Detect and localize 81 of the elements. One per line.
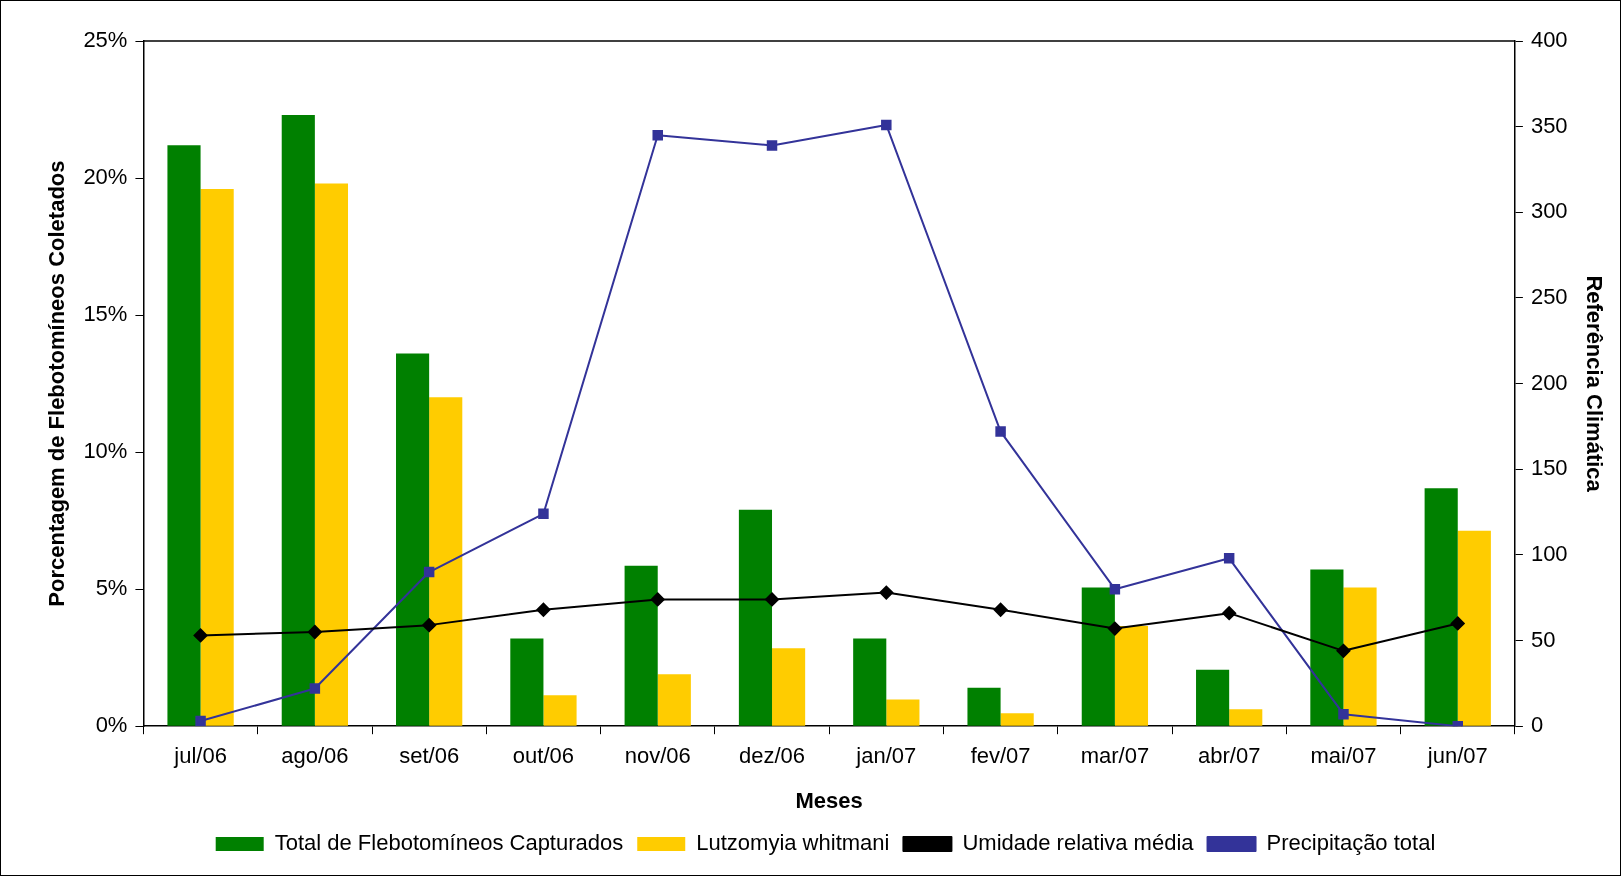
x-tick-label: set/06 [399, 743, 460, 769]
point [766, 140, 778, 151]
y2-tick-label: 350 [1530, 112, 1568, 138]
point [1450, 616, 1465, 631]
y-tick-label: 15% [83, 301, 128, 327]
bar [738, 509, 773, 726]
y-tick-label: 25% [83, 27, 128, 53]
x-tick-label: jan/07 [855, 743, 917, 769]
legend-label: Lutzomyia whitmani [696, 830, 890, 856]
point [995, 426, 1006, 437]
bar [1229, 709, 1263, 726]
y-tick-label: 10% [83, 438, 128, 464]
point [309, 683, 321, 694]
x-tick-label: nov/06 [624, 743, 691, 769]
point [1222, 606, 1237, 621]
x-tick-label: jul/06 [173, 743, 227, 769]
legend-label: Umidade relativa média [962, 830, 1195, 856]
y2-tick-label: 250 [1530, 284, 1568, 310]
x-tick-label: ago/06 [281, 743, 349, 769]
x-tick-label: dez/06 [738, 743, 806, 769]
x-tick-label: fev/07 [970, 743, 1031, 769]
bar [1000, 713, 1034, 726]
y2-tick-label: 150 [1530, 455, 1568, 481]
x-tick-label: mai/07 [1310, 743, 1377, 769]
point [881, 119, 892, 131]
point [193, 628, 208, 643]
point [765, 592, 780, 607]
bar [967, 687, 1001, 726]
bar [1457, 530, 1491, 726]
point [538, 508, 549, 520]
bar [200, 189, 234, 726]
y2-tick-label: 50 [1530, 626, 1556, 652]
point [879, 585, 894, 600]
bar [281, 115, 315, 726]
bar [510, 638, 544, 726]
y2-axis-title: Referência Climática [1581, 275, 1607, 493]
bar [657, 674, 691, 726]
x-tick-label: out/06 [512, 743, 575, 769]
point [1338, 708, 1349, 720]
point [652, 129, 663, 141]
y2-tick-label: 300 [1530, 198, 1568, 224]
x-tick-label: abr/07 [1197, 743, 1261, 769]
bar [1081, 587, 1115, 726]
point [536, 602, 551, 617]
point [993, 602, 1008, 617]
bar [1114, 625, 1149, 726]
y2-tick-label: 100 [1530, 540, 1568, 566]
legend-label: Precipitação total [1266, 830, 1436, 856]
y2-tick-label: 400 [1530, 27, 1568, 53]
point [1223, 553, 1235, 564]
y-tick-label: 5% [95, 575, 128, 601]
bar [772, 648, 806, 726]
y-tick-label: 0% [95, 712, 128, 738]
bar [396, 353, 430, 726]
bar [1196, 669, 1230, 726]
point [650, 592, 665, 607]
x-tick-label: jun/07 [1426, 743, 1488, 769]
legend-label: Total de Flebotomíneos Capturados [274, 830, 624, 856]
bar [624, 565, 658, 726]
x-tick-label: mar/07 [1080, 743, 1150, 769]
x-axis-title: Meses [795, 787, 863, 813]
point [307, 624, 322, 639]
y2-tick-label: 0 [1530, 712, 1544, 738]
bar [314, 183, 349, 726]
y2-tick-label: 200 [1530, 369, 1568, 395]
bar [1310, 569, 1344, 726]
bar [1424, 488, 1458, 726]
bar [429, 397, 463, 726]
bar [853, 638, 887, 726]
point [1336, 643, 1351, 658]
y-axis-title: Porcentagem de Flebotomíneos Coletados [44, 160, 70, 607]
y-tick-label: 20% [83, 164, 128, 190]
bar [886, 699, 920, 726]
point [1107, 621, 1122, 636]
point [195, 715, 206, 727]
bar [167, 145, 201, 726]
bar [1343, 587, 1377, 726]
bar [543, 695, 577, 726]
point [423, 566, 435, 578]
point [422, 618, 437, 633]
point [1109, 583, 1121, 595]
